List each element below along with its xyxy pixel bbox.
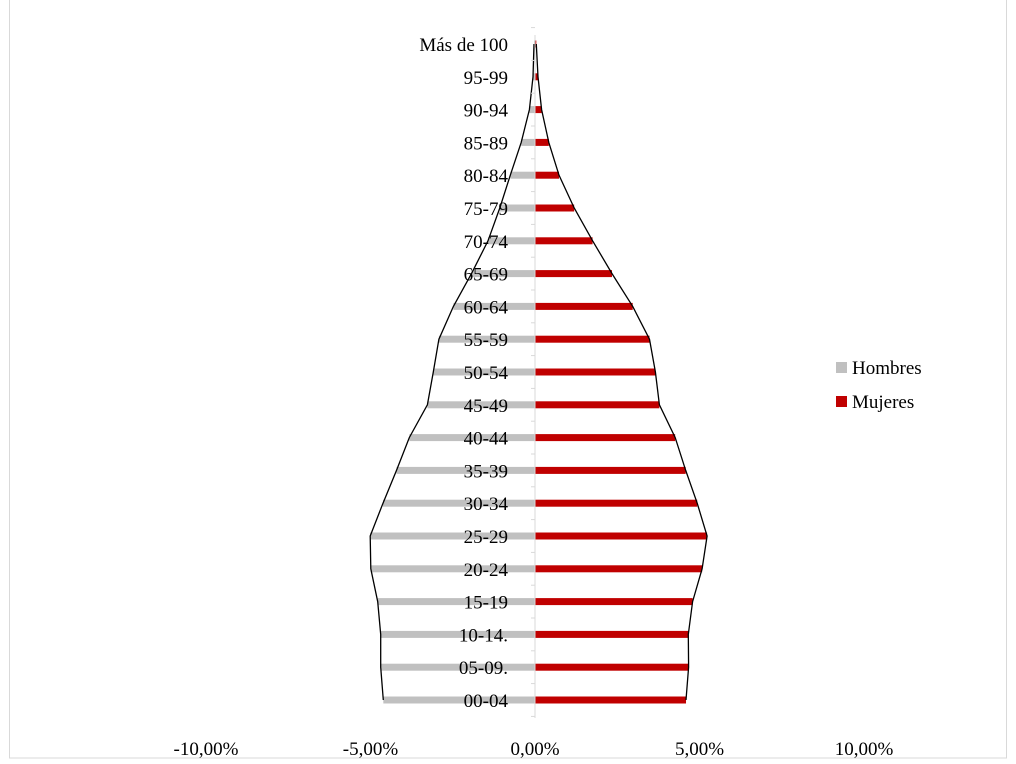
bar-hombres-15 — [370, 532, 535, 540]
bar-mujeres-2 — [535, 106, 542, 114]
bar-mujeres-19 — [535, 663, 689, 671]
bar-hombres-13 — [396, 466, 535, 474]
category-label-15: 25-29 — [464, 527, 508, 548]
category-label-14: 30-34 — [464, 494, 509, 515]
bar-mujeres-9 — [535, 335, 650, 343]
bar-mujeres-12 — [535, 434, 676, 442]
bar-mujeres-5 — [535, 204, 575, 212]
bar-hombres-14 — [383, 499, 535, 507]
bar-hombres-3 — [521, 138, 535, 146]
bar-hombres-12 — [409, 434, 535, 442]
bar-mujeres-20 — [535, 696, 687, 704]
legend-swatch-mujeres — [836, 396, 847, 407]
outline-hombres — [369, 43, 535, 701]
bar-hombres-7 — [471, 270, 535, 278]
bar-mujeres-0 — [535, 40, 537, 48]
bar-hombres-4 — [510, 171, 535, 179]
category-label-13: 35-39 — [464, 461, 508, 482]
bar-hombres-18 — [380, 630, 535, 638]
bar-mujeres-7 — [535, 270, 612, 278]
category-label-20: 00-04 — [464, 691, 509, 712]
bar-mujeres-1 — [535, 73, 538, 81]
category-label-1: 95-99 — [464, 68, 508, 89]
bar-hombres-10 — [433, 368, 535, 376]
x-tick-label-4: 10,00% — [835, 739, 894, 759]
bar-mujeres-13 — [535, 466, 686, 474]
x-tick-label-3: 5,00% — [675, 739, 724, 759]
outline-mujeres — [535, 43, 708, 701]
bar-mujeres-3 — [535, 138, 549, 146]
category-label-12: 40-44 — [464, 429, 509, 450]
bar-mujeres-6 — [535, 237, 593, 245]
x-tick-label-2: 0,00% — [510, 739, 559, 759]
x-tick-label-1: -5,00% — [343, 739, 399, 759]
category-label-19: 05-09. — [459, 658, 508, 679]
category-label-11: 45-49 — [464, 396, 508, 417]
bar-hombres-17 — [377, 598, 535, 606]
bar-hombres-20 — [383, 696, 535, 704]
bar-hombres-11 — [427, 401, 535, 409]
category-label-18: 10-14. — [459, 625, 508, 646]
x-tick-label-0: -10,00% — [174, 739, 239, 759]
bar-mujeres-10 — [535, 368, 656, 376]
bar-mujeres-15 — [535, 532, 708, 540]
bar-hombres-5 — [499, 204, 535, 212]
bar-mujeres-11 — [535, 401, 660, 409]
legend-swatch-hombres — [836, 362, 847, 373]
bar-hombres-8 — [453, 302, 535, 310]
bar-mujeres-8 — [535, 302, 633, 310]
category-label-6: 70-74 — [464, 232, 509, 253]
category-label-9: 55-59 — [464, 330, 508, 351]
bar-mujeres-18 — [535, 630, 689, 638]
bar-hombres-6 — [487, 237, 535, 245]
category-label-17: 15-19 — [464, 593, 508, 614]
bar-hombres-9 — [438, 335, 535, 343]
bar-hombres-2 — [529, 106, 535, 114]
category-label-0: Más de 100 — [419, 35, 508, 56]
category-label-16: 20-24 — [464, 560, 509, 581]
category-label-10: 50-54 — [464, 363, 509, 384]
category-label-8: 60-64 — [464, 297, 509, 318]
bar-hombres-1 — [533, 73, 535, 81]
chart-border — [9, 0, 1007, 759]
category-label-5: 75-79 — [464, 199, 508, 220]
legend-label-hombres: Hombres — [852, 358, 922, 379]
bar-mujeres-4 — [535, 171, 560, 179]
legend-label-mujeres: Mujeres — [852, 392, 914, 413]
bar-mujeres-17 — [535, 598, 693, 606]
category-label-7: 65-69 — [464, 265, 508, 286]
category-label-2: 90-94 — [464, 101, 509, 122]
bar-mujeres-16 — [535, 565, 703, 573]
bar-hombres-16 — [370, 565, 535, 573]
bar-hombres-19 — [380, 663, 535, 671]
category-label-4: 80-84 — [464, 166, 509, 187]
bar-mujeres-14 — [535, 499, 698, 507]
category-label-3: 85-89 — [464, 133, 508, 154]
